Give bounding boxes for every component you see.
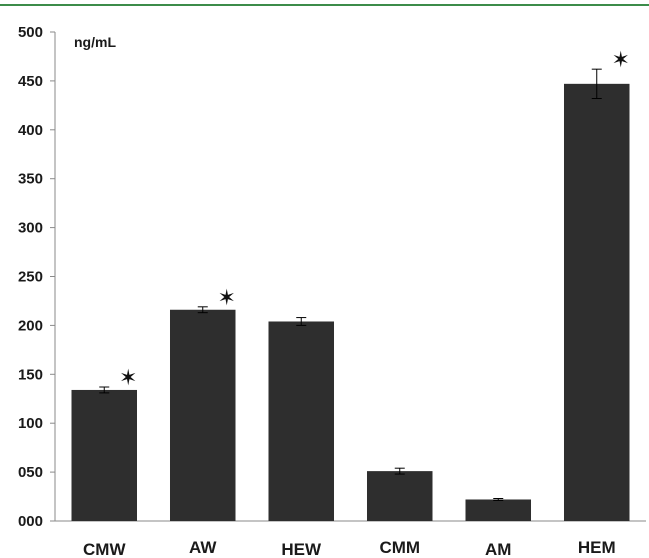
bar xyxy=(268,321,335,521)
y-tick-label: 150 xyxy=(18,366,43,383)
significance-marker: ✶ xyxy=(119,365,137,390)
y-tick-label: 250 xyxy=(18,269,43,286)
x-tick-label: CMW xyxy=(83,540,126,558)
significance-marker: ✶ xyxy=(218,285,236,310)
unit-label: ng/mL xyxy=(74,34,116,50)
x-axis-labels: CMW AW HEW CMM AM HEM xyxy=(83,538,616,558)
bar xyxy=(71,389,138,521)
y-tick-label: 100 xyxy=(18,415,43,432)
bar xyxy=(169,309,236,521)
y-tick-label: 450 xyxy=(18,73,43,90)
y-tick-label: 200 xyxy=(18,317,43,334)
bar xyxy=(366,471,433,521)
bar xyxy=(465,499,532,521)
y-axis-ticks: 000 050 100 150 200 250 300 350 400 450 500 xyxy=(18,24,55,530)
y-tick-label: 500 xyxy=(18,24,43,41)
significance-markers: ✶ ✶ ✶ xyxy=(119,47,630,390)
error-bars xyxy=(99,68,602,501)
x-tick-label: AW xyxy=(189,538,217,557)
y-tick-label: 350 xyxy=(18,171,43,188)
bar xyxy=(563,83,630,522)
bars xyxy=(71,83,630,522)
x-tick-label: HEM xyxy=(578,538,616,557)
y-tick-label: 000 xyxy=(18,513,43,530)
y-tick-label: 050 xyxy=(18,464,43,481)
x-tick-label: AM xyxy=(485,540,511,558)
y-tick-label: 400 xyxy=(18,122,43,139)
significance-marker: ✶ xyxy=(612,47,630,72)
x-tick-label: HEW xyxy=(281,540,322,558)
x-tick-label: CMM xyxy=(379,538,420,557)
y-tick-label: 300 xyxy=(18,220,43,237)
